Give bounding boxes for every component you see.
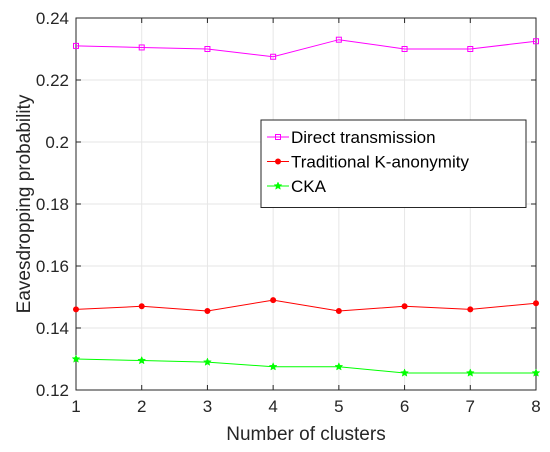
series-0 — [73, 36, 539, 60]
data-point — [204, 307, 211, 314]
series-line — [75, 299, 537, 312]
data-point — [401, 303, 408, 310]
legend-marker — [275, 134, 281, 140]
data-point — [138, 303, 145, 310]
data-point — [533, 300, 539, 307]
y-axis-label: Eavesdropping probability — [14, 94, 35, 313]
x-axis-ticks: 1 2 3 4 5 6 7 8 — [71, 18, 541, 416]
x-tick-label: 5 — [334, 397, 343, 416]
data-point — [137, 355, 147, 365]
data-point — [335, 307, 342, 314]
x-tick-label: 4 — [268, 397, 277, 416]
series-1 — [73, 297, 539, 314]
series-layer — [71, 36, 541, 377]
data-point — [467, 46, 474, 52]
data-point — [335, 36, 342, 43]
legend-label: CKA — [291, 177, 327, 196]
data-point — [465, 368, 475, 377]
data-point — [270, 53, 277, 60]
y-tick-label: 0.22 — [36, 71, 69, 90]
data-point — [533, 38, 539, 45]
data-point — [268, 362, 278, 371]
data-point — [138, 44, 145, 51]
x-tick-label: 7 — [466, 397, 475, 416]
y-tick-label: 0.14 — [36, 319, 69, 338]
series-line — [75, 39, 537, 58]
data-point — [203, 357, 212, 366]
data-point — [531, 368, 541, 377]
data-point — [334, 362, 344, 371]
y-tick-label: 0.2 — [45, 133, 69, 152]
y-tick-label: 0.18 — [36, 195, 69, 214]
y-tick-label: 0.12 — [36, 381, 69, 400]
legend: Direct transmission Traditional K-anonymi… — [260, 119, 527, 208]
x-tick-label: 1 — [71, 397, 80, 416]
data-point — [401, 46, 408, 52]
y-tick-label: 0.24 — [36, 9, 69, 28]
data-point — [71, 354, 81, 363]
legend-marker — [275, 158, 281, 165]
x-tick-label: 8 — [531, 397, 540, 416]
data-point — [204, 46, 211, 52]
data-point — [467, 306, 474, 313]
y-axis-ticks: 0.12 0.14 0.16 0.18 0.2 0.22 0.24 — [36, 9, 536, 400]
series-line — [75, 358, 536, 374]
legend-item: Direct transmission — [267, 128, 436, 147]
legend-item: CKA — [267, 177, 327, 196]
data-point — [73, 42, 79, 49]
y-tick-label: 0.16 — [36, 257, 69, 276]
legend-label: Direct transmission — [291, 128, 436, 147]
legend-box — [260, 119, 527, 208]
data-point — [400, 368, 409, 377]
x-axis-label: Number of clusters — [226, 424, 385, 445]
x-tick-label: 3 — [203, 397, 212, 416]
series-2 — [71, 354, 541, 377]
legend-marker — [273, 181, 283, 190]
legend-item: Traditional K-anonymity — [267, 153, 469, 172]
data-point — [270, 297, 277, 304]
x-tick-label: 2 — [137, 397, 146, 416]
legend-label: Traditional K-anonymity — [291, 153, 469, 172]
data-point — [73, 306, 79, 313]
x-tick-label: 6 — [400, 397, 409, 416]
